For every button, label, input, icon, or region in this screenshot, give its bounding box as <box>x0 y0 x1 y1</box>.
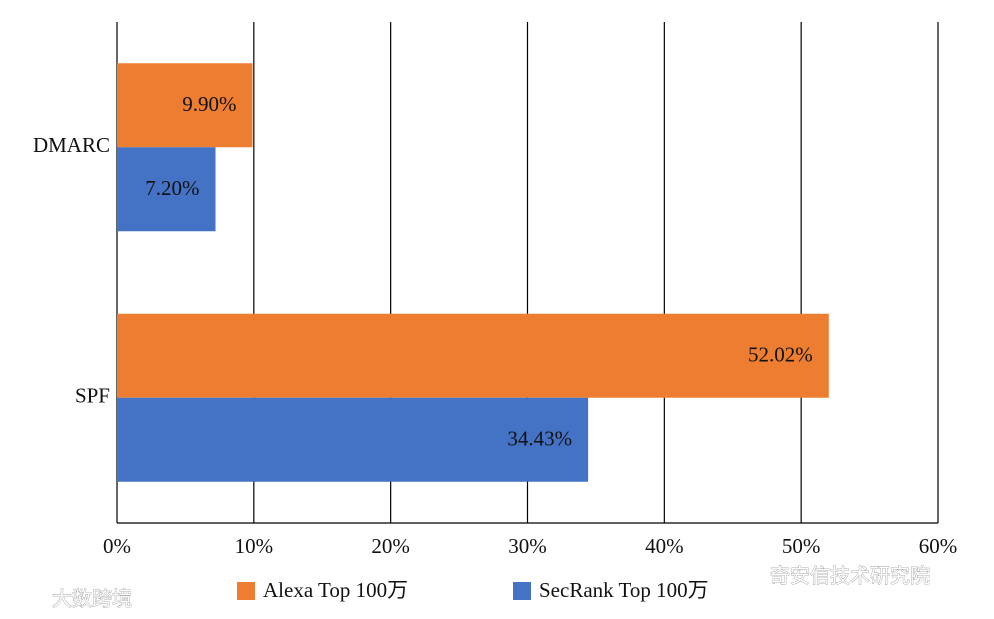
value-label: 52.02% <box>748 343 813 367</box>
watermark: 奇安信技术研究院 <box>770 564 930 588</box>
x-tick-label: 0% <box>103 534 131 558</box>
bar <box>117 63 253 148</box>
legend-swatch <box>513 582 531 600</box>
legend-swatch <box>237 582 255 600</box>
x-tick-label: 10% <box>235 534 274 558</box>
value-label: 7.20% <box>145 176 199 200</box>
bar <box>117 397 589 482</box>
y-tick-label: SPF <box>75 384 110 408</box>
legend-label: SecRank Top 100万 <box>539 578 709 602</box>
y-tick-label: DMARC <box>33 133 110 157</box>
x-tick-label: 30% <box>508 534 547 558</box>
x-tick-label: 60% <box>919 534 958 558</box>
x-tick-label: 20% <box>371 534 410 558</box>
value-label: 9.90% <box>182 92 236 116</box>
bar <box>117 147 216 232</box>
x-tick-label: 50% <box>782 534 821 558</box>
value-label: 34.43% <box>507 427 572 451</box>
x-tick-label: 40% <box>645 534 684 558</box>
bar <box>117 313 829 398</box>
legend-label: Alexa Top 100万 <box>263 578 408 602</box>
watermark: 大数跨境 <box>52 587 132 611</box>
